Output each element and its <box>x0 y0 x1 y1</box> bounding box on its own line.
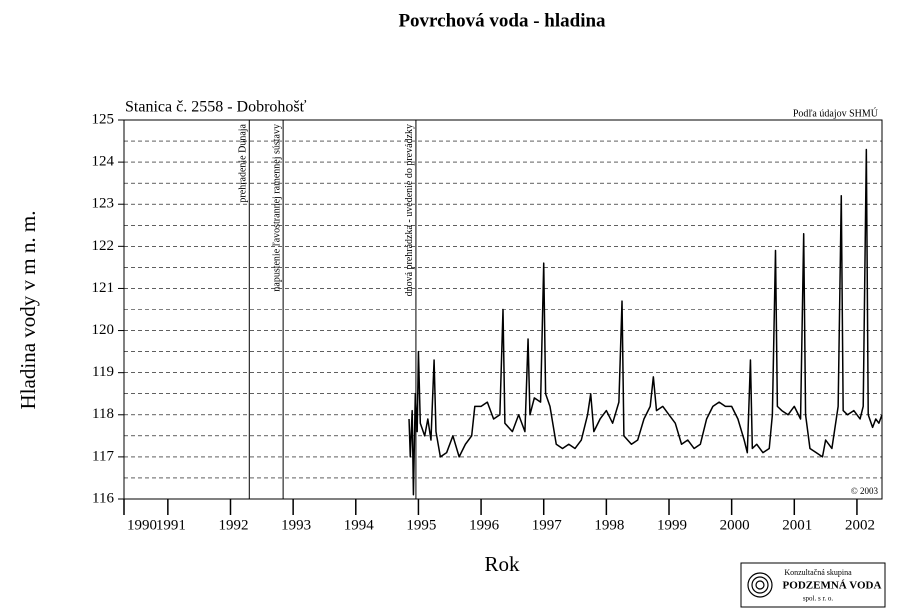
x-tick-label: 1999 <box>657 517 687 533</box>
x-tick-label: 1997 <box>532 517 563 533</box>
y-tick-label: 117 <box>92 448 114 464</box>
y-tick-label: 116 <box>92 490 114 506</box>
y-tick-label: 121 <box>92 280 115 296</box>
copyright: © 2003 <box>851 486 879 496</box>
plot-frame <box>123 119 883 500</box>
x-tick-label: 1992 <box>218 517 248 533</box>
y-tick-label: 118 <box>92 406 114 422</box>
event-label: napustenie ľavostrannej ramennej sústavy <box>271 124 282 292</box>
event-label: prehradenie Dunaja <box>238 123 249 202</box>
logo-text: Konzultačná skupina <box>784 568 852 577</box>
x-tick-label: 2002 <box>845 517 875 533</box>
y-tick-label: 120 <box>92 322 115 338</box>
x-tick-label: 1990 <box>127 517 157 533</box>
logo-box <box>740 562 886 608</box>
x-tick-label: 1993 <box>281 517 311 533</box>
logo: Konzultačná skupina PODZEMNÁ VODA spol. … <box>740 562 886 608</box>
x-tick-label: 1996 <box>469 517 500 533</box>
x-tick-label: 1991 <box>156 517 186 533</box>
water-level-line <box>408 148 883 496</box>
y-tick-label: 123 <box>92 196 115 212</box>
y-tick-label: 124 <box>92 154 115 170</box>
logo-icon <box>747 572 773 598</box>
logo-text: spol. s r. o. <box>803 595 834 603</box>
y-tick-label: 125 <box>92 111 115 127</box>
station-label: Stanica č. 2558 - Dobrohošť <box>125 99 307 116</box>
x-tick-label: 1998 <box>594 517 624 533</box>
x-tick-label: 1994 <box>344 517 375 533</box>
x-tick-label: 2000 <box>720 517 750 533</box>
logo-text: PODZEMNÁ VODA <box>783 580 882 592</box>
x-tick-label: 2001 <box>782 517 812 533</box>
y-tick-label: 122 <box>92 238 115 254</box>
y-axis-label: Hladina vody v m n. m. <box>16 211 40 410</box>
event-label: dnová prehrádzka - uvedenie do prevádzky <box>404 124 415 296</box>
x-axis-label: Rok <box>484 552 520 576</box>
source-label: Podľa údajov SHMÚ <box>793 107 879 119</box>
x-tick-label: 1995 <box>406 517 436 533</box>
chart-title: Povrchová voda - hladina <box>398 10 606 31</box>
y-tick-label: 119 <box>92 364 114 380</box>
